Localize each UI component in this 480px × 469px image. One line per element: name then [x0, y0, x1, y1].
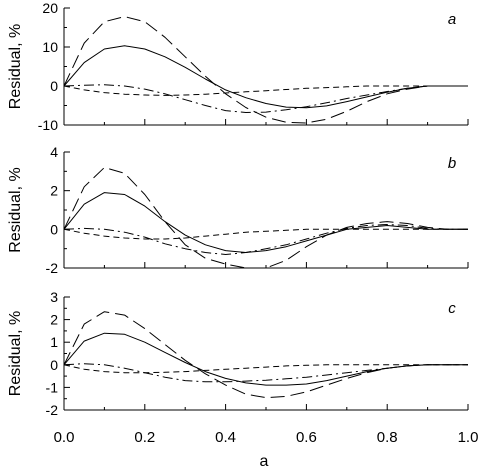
panel-a-y-tick-label: 20	[42, 0, 58, 16]
x-tick-label: 0.6	[296, 429, 317, 446]
panel-b-y-axis-label: Residual, %	[7, 167, 24, 252]
panel-c-y-tick-label: 3	[50, 289, 58, 305]
x-axis-label: a	[260, 453, 269, 469]
panel-a-y-axis-label: Residual, %	[7, 24, 24, 109]
panel-c-y-tick-label: -2	[46, 402, 59, 418]
panel-b-y-tick-label: 0	[50, 221, 58, 237]
panel-b-series-dash-dot	[63, 224, 468, 255]
panel-c-y-tick-label: 0	[50, 357, 58, 373]
panel-c-y-tick-label: 2	[50, 312, 58, 328]
panel-c-y-axis-label: Residual, %	[7, 311, 24, 396]
panel-b-series-solid	[63, 192, 468, 253]
panel-c-y-tick-label: 1	[50, 334, 58, 350]
x-tick-label: 0.0	[54, 429, 75, 446]
x-tick-label: 0.8	[377, 429, 398, 446]
panel-a-series-short-dash	[63, 85, 468, 96]
panel-c-series-dash-dot	[63, 363, 468, 383]
panel-b-series-short-dash	[63, 228, 468, 240]
panel-a-y-tick-label: 10	[42, 39, 58, 55]
panel-b-letter: b	[448, 155, 456, 172]
panel-a-y-tick-label: -10	[38, 117, 58, 133]
x-tick-label: 0.2	[134, 429, 155, 446]
panel-a-series-dash-dot	[63, 84, 468, 113]
panel-a-letter: a	[448, 11, 456, 28]
x-tick-label: 1.0	[458, 429, 479, 446]
panel-b-y-tick-label: 4	[50, 144, 58, 160]
panel-c-y-tick-label: -1	[46, 379, 59, 395]
panel-c-series-solid	[63, 332, 468, 386]
panel-b-y-tick-label: 2	[50, 183, 58, 199]
panel-c-series-short-dash	[63, 364, 468, 374]
panel-a-series-solid	[63, 45, 468, 109]
panel-a-series-long-dash	[63, 16, 468, 124]
x-tick-label: 0.4	[215, 429, 236, 446]
panel-c-letter: c	[448, 300, 456, 317]
panel-b-series-long-dash	[63, 167, 468, 269]
panel-b-y-tick-label: -2	[46, 260, 59, 276]
panel-a-y-tick-label: 0	[50, 78, 58, 94]
